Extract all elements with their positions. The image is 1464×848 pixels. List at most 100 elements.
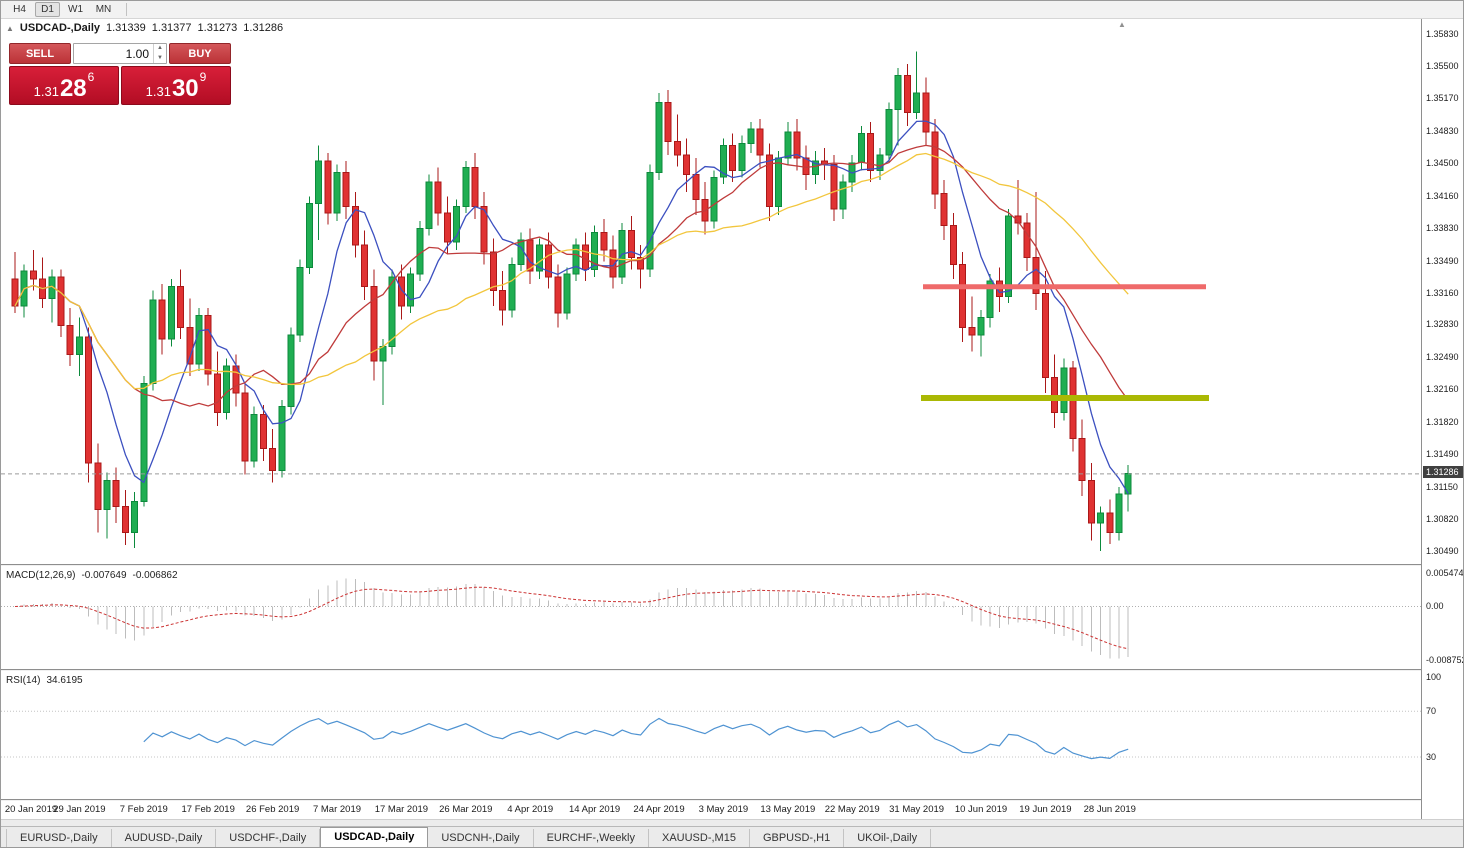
price-tick-label: 1.34500: [1426, 158, 1459, 168]
ohlc-low-value: 1.31273: [197, 22, 238, 34]
date-label: 17 Feb 2019: [181, 804, 235, 815]
date-label: 3 May 2019: [698, 804, 749, 815]
price-tick-label: 0.00: [1426, 601, 1444, 611]
price-tick-label: 1.31150: [1426, 482, 1458, 492]
price-tick-label: 1.33830: [1426, 223, 1459, 233]
date-label: 17 Mar 2019: [374, 804, 429, 815]
date-label: 29 Jan 2019: [53, 804, 106, 815]
macd-indicator-panel[interactable]: [1, 566, 1421, 669]
timeframe-w1-button[interactable]: W1: [63, 2, 88, 17]
buy-price-button[interactable]: 1.31 30 9: [121, 66, 231, 105]
candles-layer: [11, 51, 1132, 551]
date-label: 22 May 2019: [824, 804, 880, 815]
chart-window: ▲ USDCAD-,Daily 1.31339 1.31377 1.31273 …: [1, 19, 1464, 819]
date-label: 31 May 2019: [889, 804, 945, 815]
chart-shift-marker-icon[interactable]: ▲: [1118, 20, 1126, 29]
timeframe-mn-button[interactable]: MN: [91, 2, 116, 17]
date-label: 4 Apr 2019: [507, 804, 554, 815]
price-tick-label: -0.008752: [1426, 655, 1464, 665]
price-tick-label: 70: [1426, 706, 1437, 716]
panel-splitter[interactable]: [1, 564, 1422, 566]
date-label: 7 Mar 2019: [312, 804, 362, 815]
price-tick-label: 1.34160: [1426, 191, 1459, 201]
volume-up-icon[interactable]: ▲: [157, 45, 163, 51]
timeframe-d1-button[interactable]: D1: [35, 2, 60, 17]
candlestick-chart-canvas[interactable]: [1, 19, 1421, 564]
price-tick-label: 30: [1426, 752, 1437, 762]
price-tick-label: 1.33160: [1426, 288, 1459, 298]
price-tick-label: 1.31820: [1426, 417, 1459, 427]
date-label: 20 Jan 2019: [4, 804, 58, 815]
price-tick-label: 1.35500: [1426, 61, 1459, 71]
tab-ukoil-daily[interactable]: UKOil-,Daily: [844, 829, 932, 847]
buy-button[interactable]: BUY: [169, 43, 231, 64]
bid-price-tag: 1.31286: [1423, 466, 1463, 478]
price-tick-label: 0.005474: [1426, 568, 1464, 578]
sell-price-button[interactable]: 1.31 28 6: [9, 66, 119, 105]
tab-usdchf-daily[interactable]: USDCHF-,Daily: [216, 829, 321, 847]
ohlc-close-value: 1.31286: [243, 22, 284, 34]
one-click-collapse-icon[interactable]: ▲: [6, 23, 14, 33]
panel-splitter[interactable]: [1, 799, 1422, 801]
macd-histogram: [23, 578, 1129, 659]
ohlc-open-value: 1.31339: [106, 22, 146, 34]
tab-eurusd-daily[interactable]: EURUSD-,Daily: [6, 829, 112, 847]
volume-value: 1.00: [125, 47, 149, 61]
date-label: 28 Jun 2019: [1083, 804, 1136, 815]
ma-slow-line: [14, 152, 1129, 390]
price-tick-label: 1.35170: [1426, 93, 1459, 103]
sell-price-pips: 28: [59, 75, 87, 102]
timeframe-h4-button[interactable]: H4: [7, 2, 32, 17]
sell-price-prefix: 1.31: [33, 84, 59, 99]
one-click-trading-panel: SELL 1.00 ▲ ▼ BUY 1.31 28 6 1: [9, 43, 231, 105]
volume-down-icon[interactable]: ▼: [157, 54, 163, 61]
horizontal-scrollbar[interactable]: [1, 819, 1463, 826]
rsi-chart-canvas: [1, 710, 1421, 760]
date-label: 19 Jun 2019: [1019, 804, 1072, 815]
ma-mid-line: [14, 144, 1129, 407]
timeframe-toolbar: H4 D1 W1 MN: [1, 1, 1463, 19]
tab-audusd-daily[interactable]: AUDUSD-,Daily: [111, 829, 217, 847]
toolbar-separator: [126, 3, 127, 16]
macd-chart-canvas: [1, 578, 1421, 659]
price-tick-label: 1.34830: [1426, 126, 1459, 136]
price-tick-label: 1.30490: [1426, 546, 1459, 556]
price-tick-label: 1.32490: [1426, 352, 1459, 362]
rsi-indicator-panel[interactable]: [1, 671, 1421, 799]
price-tick-label: 100: [1426, 672, 1442, 682]
sell-price-pipette: 6: [87, 70, 95, 84]
volume-spinner: ▲ ▼: [153, 44, 166, 63]
buy-price-pipette: 9: [199, 70, 207, 84]
tab-gbpusd-h1[interactable]: GBPUSD-,H1: [749, 829, 845, 847]
tab-usdcad-daily[interactable]: USDCAD-,Daily: [320, 827, 429, 847]
tab-xauusd-m15[interactable]: XAUUSD-,M15: [648, 829, 750, 847]
buy-price-pips: 30: [171, 75, 199, 102]
price-tick-label: 1.30820: [1426, 514, 1459, 524]
date-label: 26 Mar 2019: [439, 804, 493, 815]
date-label: 10 Jun 2019: [954, 804, 1008, 815]
price-axis[interactable]: 1.31286 1.35830 1.35500 1.35170 1.34830 1.34…: [1421, 19, 1464, 819]
price-tick-label: 1.32830: [1426, 319, 1459, 329]
date-label: 13 May 2019: [760, 804, 816, 815]
tab-usdcnh-daily[interactable]: USDCNH-,Daily: [428, 829, 534, 847]
date-label: 24 Apr 2019: [633, 804, 685, 815]
price-tick-label: 1.35830: [1426, 29, 1459, 39]
panel-splitter[interactable]: [1, 669, 1422, 671]
date-label: 26 Feb 2019: [245, 804, 300, 815]
rsi-line: [143, 717, 1129, 760]
price-tick-label: 1.33490: [1426, 256, 1459, 266]
buy-price-prefix: 1.31: [145, 84, 171, 99]
time-axis[interactable]: 20 Jan 2019 29 Jan 2019 7 Feb 2019 17 Feb 2…: [1, 801, 1421, 819]
ma-fast-line: [14, 120, 1129, 494]
tab-eurchf-weekly[interactable]: EURCHF-,Weekly: [533, 829, 649, 847]
ohlc-high-value: 1.31377: [151, 22, 192, 34]
price-chart-panel[interactable]: ▲ USDCAD-,Daily 1.31339 1.31377 1.31273 …: [1, 19, 1421, 564]
sell-button[interactable]: SELL: [9, 43, 71, 64]
price-tick-label: 1.32160: [1426, 384, 1459, 394]
macd-signal-line: [14, 586, 1129, 650]
date-label: 14 Apr 2019: [568, 804, 621, 815]
chart-tab-bar: EURUSD-,Daily AUDUSD-,Daily USDCHF-,Daily U…: [1, 826, 1463, 847]
chart-symbol-label: USDCAD-,Daily: [19, 22, 100, 34]
volume-input[interactable]: 1.00 ▲ ▼: [73, 43, 167, 64]
